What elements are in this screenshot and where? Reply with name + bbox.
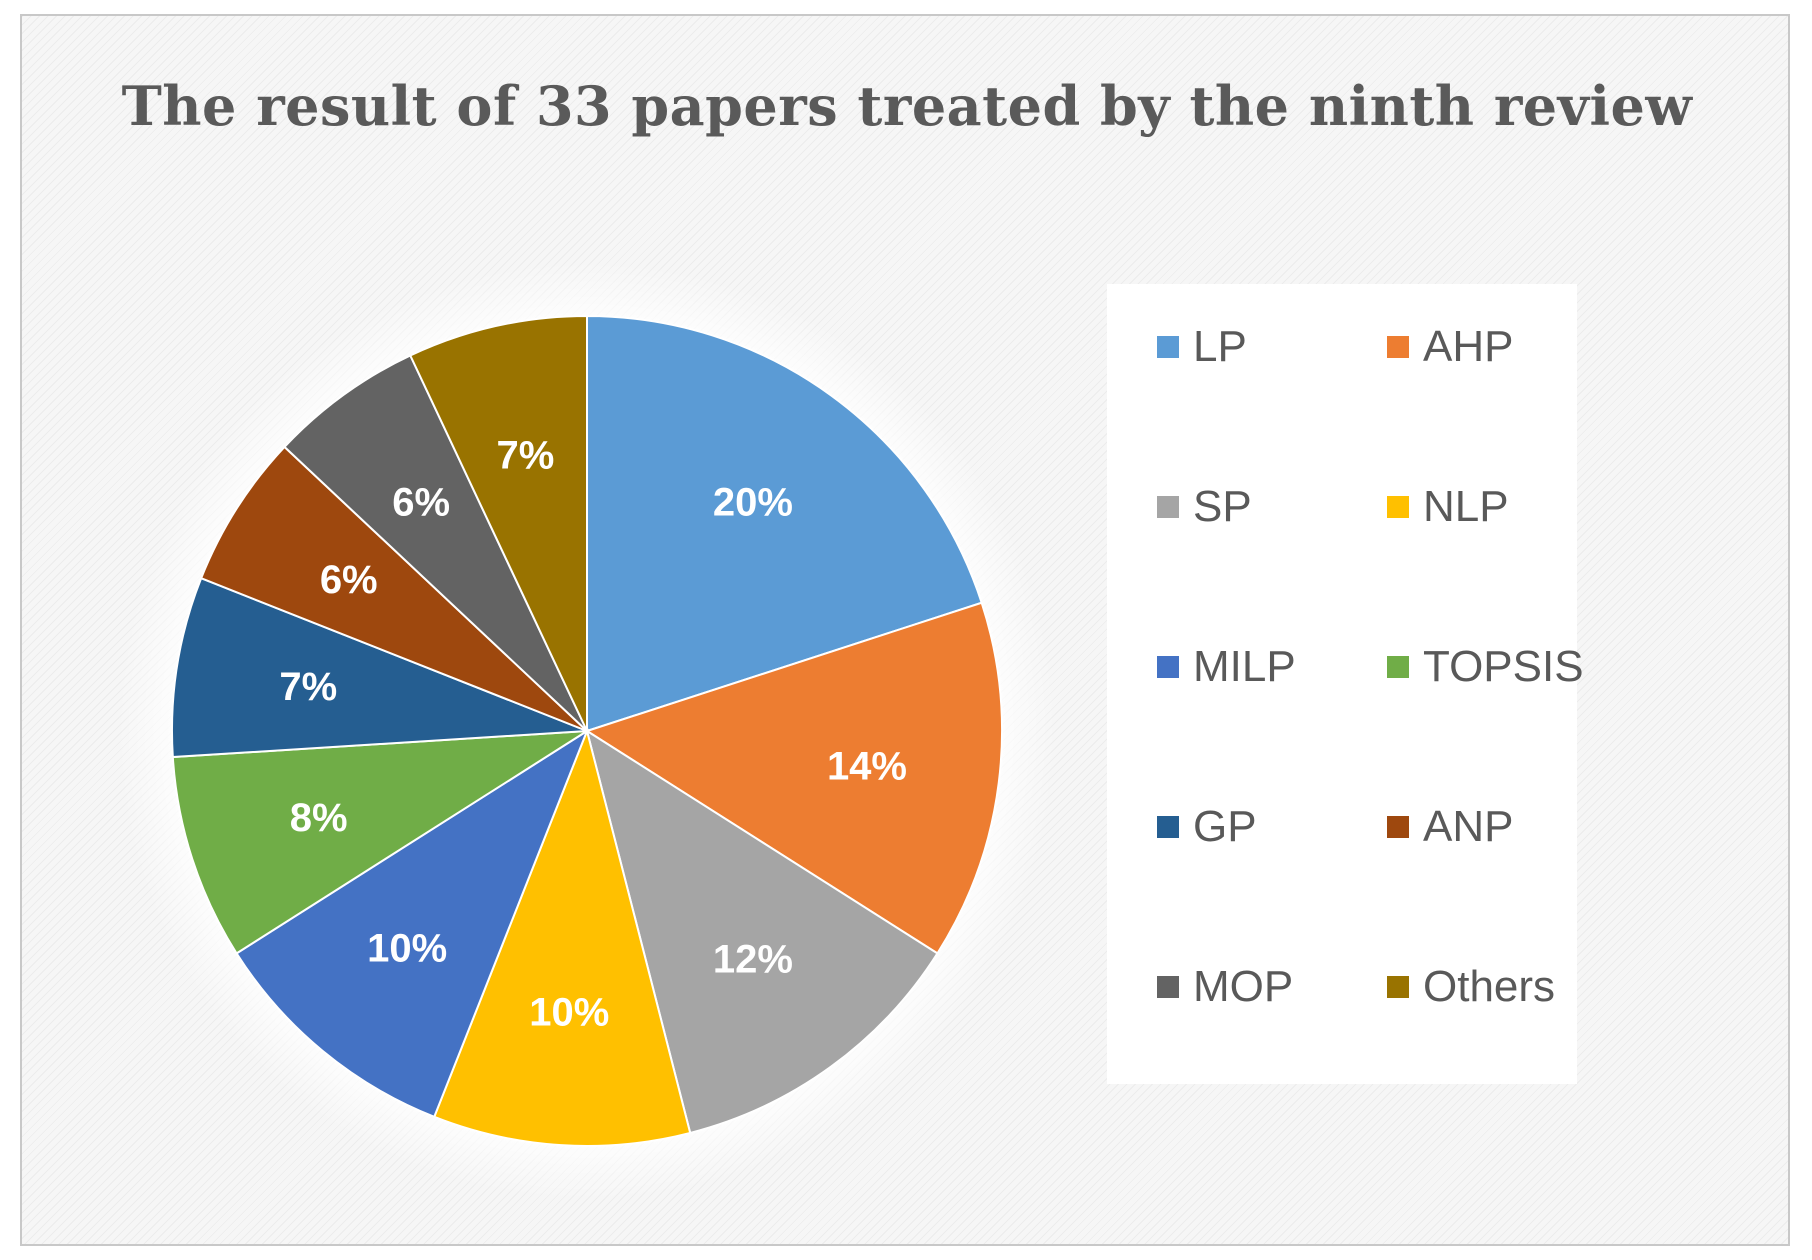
legend-label: NLP <box>1423 482 1509 531</box>
slice-label-others: 7% <box>497 434 555 478</box>
pie-slice-sp <box>585 728 939 1135</box>
slice-label-mop: 6% <box>392 481 450 525</box>
legend-label: SP <box>1193 482 1252 531</box>
slice-label-ahp: 14% <box>827 744 907 788</box>
pie-slice-anp <box>199 445 588 732</box>
pie-slice-gp <box>171 576 588 759</box>
legend-swatch <box>1157 656 1179 678</box>
legend-item-gp: GP <box>1157 802 1257 852</box>
legend-swatch <box>1157 976 1179 998</box>
legend-item-nlp: NLP <box>1387 482 1509 532</box>
legend-item-lp: LP <box>1157 322 1247 372</box>
slice-label-milp: 10% <box>367 926 447 970</box>
legend-swatch <box>1387 656 1409 678</box>
legend-item-others: Others <box>1387 962 1555 1012</box>
legend-label: ANP <box>1423 802 1514 851</box>
legend-swatch <box>1387 336 1409 358</box>
legend-label: AHP <box>1423 322 1514 371</box>
legend-label: Others <box>1423 962 1556 1011</box>
legend-item-anp: ANP <box>1387 802 1513 852</box>
legend-swatch <box>1387 496 1409 518</box>
pie-slice-milp <box>235 728 590 1119</box>
pie-slice-ahp <box>584 601 1003 955</box>
pie-slice-topsis <box>171 730 588 955</box>
slice-label-sp: 12% <box>713 937 793 981</box>
legend-swatch <box>1157 336 1179 358</box>
pie-chart: 20% 14% 12% 10% 10% 8% 7% 6% 6% 7% <box>117 261 1057 1201</box>
legend-swatch <box>1157 496 1179 518</box>
pie-slice-mop <box>283 354 588 732</box>
legend-item-milp: MILP <box>1157 642 1296 692</box>
legend-item-ahp: AHP <box>1387 322 1513 372</box>
legend-label: MILP <box>1193 642 1296 691</box>
slice-label-anp: 6% <box>320 558 378 602</box>
legend-label: TOPSIS <box>1423 642 1584 691</box>
pie-slice-others <box>408 314 588 732</box>
legend-item-mop: MOP <box>1157 962 1293 1012</box>
legend: LP AHP SP NLP MILP TOPSIS GP ANP MOP Others <box>1107 284 1584 1084</box>
slice-label-gp: 7% <box>279 665 337 709</box>
slice-label-nlp: 10% <box>529 991 609 1035</box>
legend-swatch <box>1387 976 1409 998</box>
legend-item-sp: SP <box>1157 482 1252 532</box>
chart-frame: The result of 33 papers treated by the n… <box>20 14 1790 1246</box>
pie-slice-lp <box>586 314 983 733</box>
slice-label-topsis: 8% <box>290 796 348 840</box>
legend-swatch <box>1157 816 1179 838</box>
legend-item-topsis: TOPSIS <box>1387 642 1584 692</box>
legend-label: GP <box>1193 802 1257 851</box>
legend-swatch <box>1387 816 1409 838</box>
legend-label: LP <box>1193 322 1247 371</box>
chart-title: The result of 33 papers treated by the n… <box>121 74 1693 138</box>
legend-label: MOP <box>1193 962 1294 1011</box>
slice-label-lp: 20% <box>713 481 793 525</box>
pie-slice-nlp <box>432 727 692 1147</box>
